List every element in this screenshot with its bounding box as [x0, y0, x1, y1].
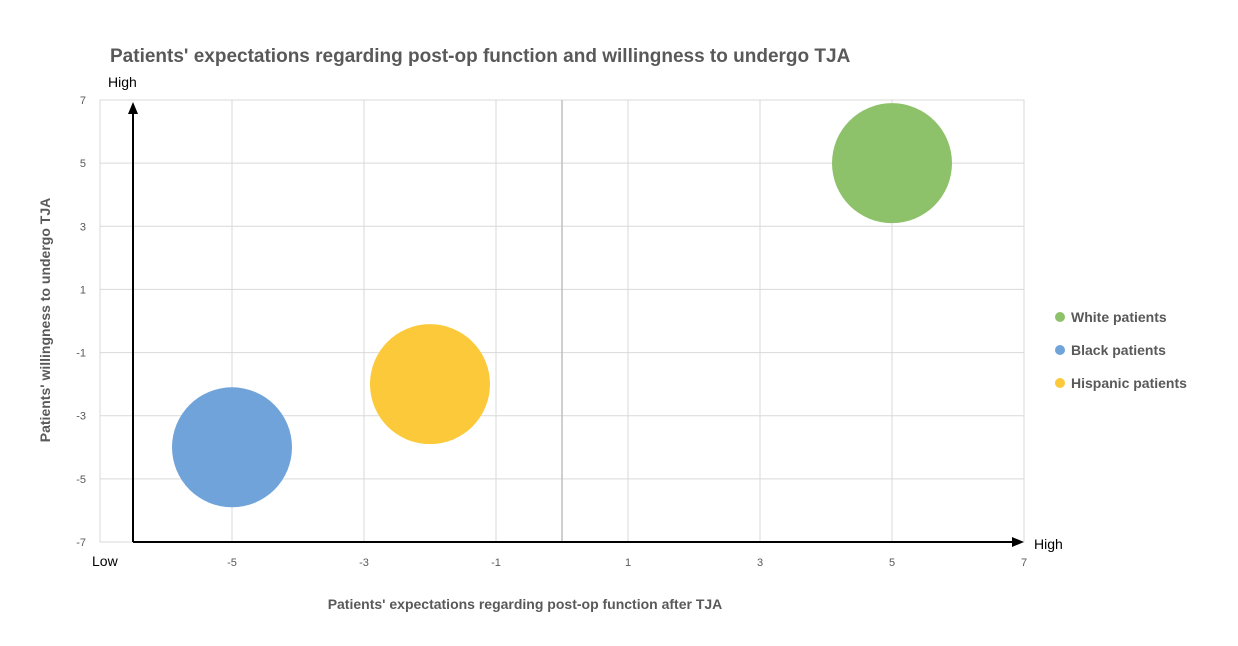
x-axis-high-label: High: [1034, 536, 1063, 552]
y-tick-label: 5: [80, 158, 86, 170]
bubbles: [172, 103, 952, 508]
legend-marker: [1055, 345, 1065, 355]
legend-label: Black patients: [1071, 342, 1166, 358]
chart-title: Patients' expectations regarding post-op…: [110, 46, 851, 67]
y-tick-label: 1: [80, 284, 86, 296]
x-tick-label: -3: [359, 557, 369, 569]
y-tick-label: 3: [80, 221, 86, 233]
x-tick-label: 7: [1021, 557, 1027, 569]
x-tick-label: -5: [227, 557, 237, 569]
legend-label: Hispanic patients: [1071, 375, 1187, 391]
bubble-white-patients: [832, 103, 952, 224]
x-tick-label: 3: [757, 557, 763, 569]
x-tick-label: 1: [625, 557, 631, 569]
y-axis-arrowhead: [128, 102, 138, 114]
tick-labels: -5 -3 -1 1 3 5 7 -7 -5 -3 -1 1 3 5 7: [76, 95, 1027, 569]
bubble-black-patients: [172, 387, 292, 508]
y-tick-label: -1: [76, 348, 86, 360]
legend-marker: [1055, 312, 1065, 322]
x-axis-title: Patients' expectations regarding post-op…: [328, 596, 723, 612]
y-tick-label: -7: [76, 537, 86, 549]
x-axis-low-label: Low: [92, 553, 119, 569]
legend-marker: [1055, 378, 1065, 388]
y-axis-title: Patients' willingness to undergo TJA: [37, 198, 53, 442]
bubble-hispanic-patients: [370, 324, 490, 445]
y-tick-label: -5: [76, 474, 86, 486]
y-axis-high-label: High: [108, 74, 137, 90]
x-axis-arrowhead: [1012, 537, 1024, 547]
x-tick-label: -1: [491, 557, 501, 569]
y-tick-label: -3: [76, 411, 86, 423]
x-tick-label: 5: [889, 557, 895, 569]
y-tick-label: 7: [80, 95, 86, 107]
legend-label: White patients: [1071, 309, 1167, 325]
legend: White patients Black patients Hispanic pat…: [1055, 309, 1187, 391]
